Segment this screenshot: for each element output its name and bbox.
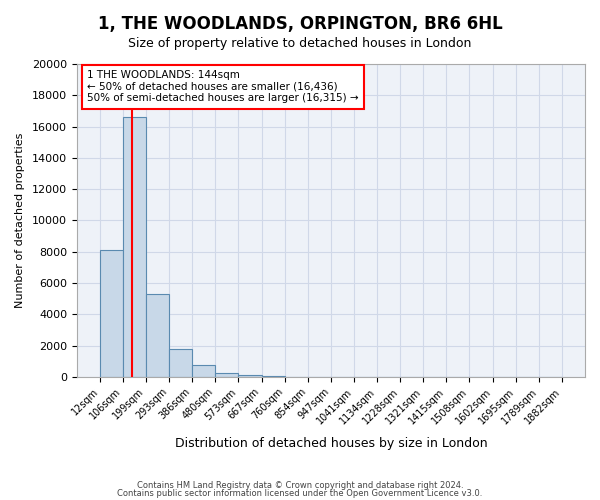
Bar: [262, 376, 284, 377]
Bar: [123, 117, 146, 377]
Bar: [169, 349, 192, 377]
Bar: [100, 250, 123, 377]
Text: Size of property relative to detached houses in London: Size of property relative to detached ho…: [128, 38, 472, 51]
Text: Contains public sector information licensed under the Open Government Licence v3: Contains public sector information licen…: [118, 488, 482, 498]
Bar: [146, 294, 169, 377]
Text: 1, THE WOODLANDS, ORPINGTON, BR6 6HL: 1, THE WOODLANDS, ORPINGTON, BR6 6HL: [98, 15, 502, 33]
X-axis label: Distribution of detached houses by size in London: Distribution of detached houses by size …: [175, 437, 487, 450]
Text: 1 THE WOODLANDS: 144sqm
← 50% of detached houses are smaller (16,436)
50% of sem: 1 THE WOODLANDS: 144sqm ← 50% of detache…: [87, 70, 359, 104]
Bar: [215, 372, 238, 377]
Bar: [238, 375, 262, 377]
Bar: [192, 365, 215, 377]
Y-axis label: Number of detached properties: Number of detached properties: [15, 133, 25, 308]
Text: Contains HM Land Registry data © Crown copyright and database right 2024.: Contains HM Land Registry data © Crown c…: [137, 481, 463, 490]
